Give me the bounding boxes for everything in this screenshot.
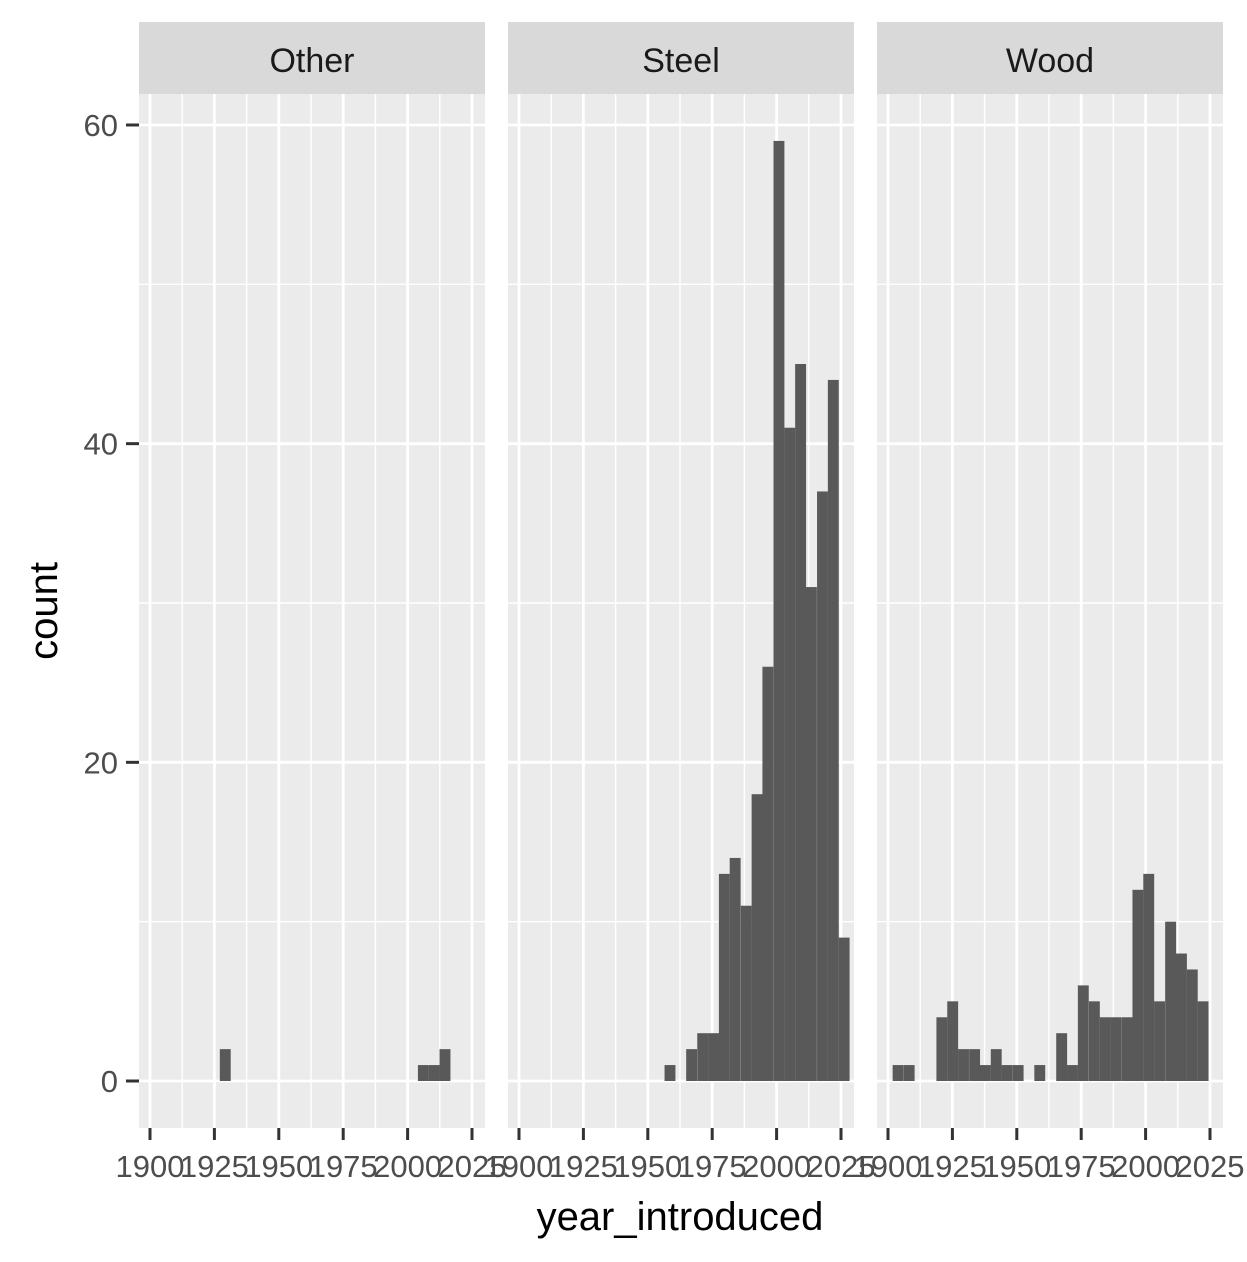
histogram-bar bbox=[219, 1049, 231, 1081]
histogram-bar bbox=[969, 1049, 981, 1081]
histogram-bar bbox=[1067, 1065, 1078, 1081]
histogram-bar bbox=[718, 873, 730, 1081]
x-tick-label: 1900 bbox=[116, 1149, 185, 1184]
x-tick-label: 1975 bbox=[678, 1149, 747, 1184]
histogram-bar bbox=[1121, 1017, 1133, 1081]
histogram-bar bbox=[708, 1033, 719, 1081]
x-tick-label: 1975 bbox=[1047, 1149, 1116, 1184]
histogram-bar bbox=[903, 1065, 915, 1081]
histogram-bar bbox=[784, 427, 796, 1081]
x-tick-label: 1950 bbox=[244, 1149, 313, 1184]
histogram-bar bbox=[417, 1065, 429, 1081]
histogram-bar bbox=[1197, 1001, 1209, 1081]
histogram-bar bbox=[795, 364, 807, 1081]
histogram-bar bbox=[1034, 1065, 1046, 1081]
histogram-bar bbox=[990, 1049, 1002, 1081]
histogram-bar bbox=[892, 1065, 904, 1081]
histogram-bar bbox=[827, 379, 839, 1081]
histogram-bar bbox=[686, 1049, 698, 1081]
x-tick-label: 2000 bbox=[373, 1149, 442, 1184]
x-tick-label: 2025 bbox=[438, 1149, 507, 1184]
x-tick-label: 1950 bbox=[982, 1149, 1051, 1184]
x-tick-label: 2000 bbox=[1111, 1149, 1180, 1184]
y-tick-label: 40 bbox=[84, 427, 118, 462]
histogram-bar bbox=[1165, 921, 1177, 1081]
y-tick-label: 0 bbox=[101, 1064, 118, 1099]
facet-panels: Other190019251950197520002025Steel190019… bbox=[116, 22, 1245, 1184]
histogram-bar bbox=[773, 140, 785, 1081]
facet-strip bbox=[508, 22, 854, 94]
histogram-bar bbox=[1056, 1033, 1068, 1081]
facet-strip-label: Other bbox=[269, 42, 354, 80]
histogram-bar bbox=[428, 1065, 440, 1081]
histogram-bar bbox=[1186, 969, 1198, 1081]
x-tick-label: 1925 bbox=[918, 1149, 987, 1184]
facet-strip bbox=[139, 22, 485, 94]
x-tick-label: 1900 bbox=[854, 1149, 923, 1184]
x-tick-label: 1925 bbox=[549, 1149, 618, 1184]
histogram-bar bbox=[838, 937, 850, 1081]
histogram-bar bbox=[1088, 1001, 1100, 1081]
histogram-bar bbox=[439, 1049, 451, 1081]
histogram-bar bbox=[1110, 1017, 1122, 1081]
histogram-bar bbox=[817, 491, 828, 1081]
histogram-bar bbox=[805, 587, 817, 1081]
facet-strip-label: Steel bbox=[642, 42, 720, 80]
y-tick-label: 60 bbox=[84, 108, 118, 143]
histogram-bar bbox=[1012, 1065, 1024, 1081]
histogram-bar bbox=[762, 666, 774, 1081]
histogram-bar bbox=[740, 905, 752, 1081]
histogram-bar bbox=[1175, 953, 1187, 1081]
x-tick-label: 2025 bbox=[807, 1149, 876, 1184]
y-axis-title: count bbox=[22, 562, 66, 660]
x-tick-label: 1900 bbox=[485, 1149, 554, 1184]
y-axis: 0 20 40 60 bbox=[84, 108, 139, 1099]
x-tick-label: 1950 bbox=[613, 1149, 682, 1184]
x-tick-label: 2000 bbox=[742, 1149, 811, 1184]
y-tick-label: 20 bbox=[84, 745, 118, 780]
histogram-bar bbox=[1154, 1001, 1165, 1081]
panel-background bbox=[139, 94, 485, 1128]
histogram-bar bbox=[1077, 985, 1089, 1081]
histogram-bar bbox=[936, 1017, 948, 1081]
histogram-bar bbox=[1099, 1017, 1111, 1081]
histogram-bar bbox=[947, 1001, 959, 1081]
histogram-bar bbox=[1132, 889, 1144, 1081]
histogram-bar bbox=[958, 1049, 969, 1081]
histogram-bar bbox=[1001, 1065, 1013, 1081]
histogram-bar bbox=[729, 857, 741, 1081]
histogram-bar bbox=[697, 1033, 709, 1081]
histogram-bar bbox=[751, 794, 763, 1081]
x-tick-label: 1975 bbox=[309, 1149, 378, 1184]
x-tick-label: 1925 bbox=[180, 1149, 249, 1184]
x-axis-title: year_introduced bbox=[537, 1195, 824, 1239]
facet-strip bbox=[877, 22, 1223, 94]
facet-strip-label: Wood bbox=[1006, 42, 1094, 80]
histogram-bar bbox=[979, 1065, 991, 1081]
x-tick-label: 2025 bbox=[1176, 1149, 1245, 1184]
histogram-bar bbox=[664, 1065, 676, 1081]
histogram-bar bbox=[1143, 873, 1155, 1081]
